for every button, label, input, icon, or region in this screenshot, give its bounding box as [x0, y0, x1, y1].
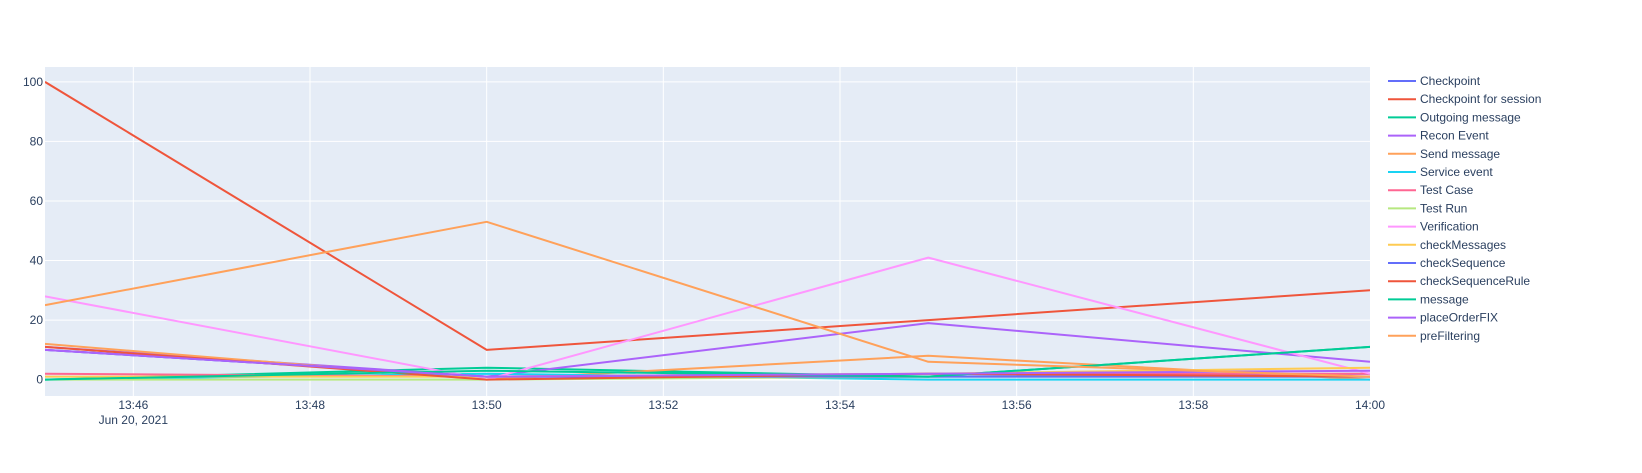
series-line-send-message [45, 342, 1370, 381]
legend-label: Service event [1420, 165, 1493, 179]
y-tick-label: 0 [36, 373, 43, 387]
legend-label: preFiltering [1420, 329, 1480, 343]
y-tick-label: 60 [30, 194, 44, 208]
y-tick-label: 20 [30, 313, 44, 327]
legend-label: Checkpoint for session [1420, 92, 1541, 106]
x-tick-label: 14:00 [1355, 398, 1385, 412]
plot-background [45, 67, 1370, 396]
legend-label: Verification [1420, 220, 1479, 234]
legend-item-check-messages[interactable]: checkMessages [1388, 238, 1506, 252]
x-tick-label: 13:50 [472, 398, 502, 412]
series-line-verification [45, 256, 1370, 381]
legend[interactable]: Checkpoint Checkpoint for session Outgoing… [1388, 74, 1541, 343]
legend-item-checkpoint-for-session[interactable]: Checkpoint for session [1388, 92, 1541, 106]
x-tick-label: 13:56 [1002, 398, 1032, 412]
series-line-place-order-fix [45, 348, 1370, 378]
legend-item-test-case[interactable]: Test Case [1388, 183, 1474, 197]
x-tick-label: 13:54 [825, 398, 855, 412]
x-tick-label: 13:52 [648, 398, 678, 412]
series-lines [45, 81, 1370, 381]
y-tick-label: 100 [23, 75, 43, 89]
legend-item-outgoing-message[interactable]: Outgoing message [1388, 110, 1521, 124]
legend-item-verification[interactable]: Verification [1388, 220, 1479, 234]
legend-item-checkpoint[interactable]: Checkpoint [1388, 74, 1481, 88]
legend-item-check-sequence-rule[interactable]: checkSequenceRule [1388, 274, 1530, 288]
legend-label: Test Run [1420, 201, 1467, 215]
legend-item-recon-event[interactable]: Recon Event [1388, 129, 1489, 143]
legend-item-message[interactable]: message [1388, 292, 1469, 306]
y-tick-label: 40 [30, 254, 44, 268]
legend-item-test-run[interactable]: Test Run [1388, 201, 1467, 215]
legend-label: checkSequence [1420, 256, 1506, 270]
y-axis: 0 20 40 60 80 100 [23, 75, 43, 387]
series-line-checkpoint-for-session [45, 81, 1370, 351]
x-tick-label: 13:46 [118, 398, 148, 412]
legend-label: Test Case [1420, 183, 1474, 197]
legend-label: Recon Event [1420, 129, 1489, 143]
y-tick-label: 80 [30, 134, 44, 148]
legend-label: checkMessages [1420, 238, 1506, 252]
legend-label: placeOrderFIX [1420, 311, 1498, 325]
legend-label: checkSequenceRule [1420, 274, 1530, 288]
legend-item-service-event[interactable]: Service event [1388, 165, 1493, 179]
legend-label: Checkpoint [1420, 74, 1481, 88]
legend-label: Send message [1420, 147, 1500, 161]
x-tick-label: 13:48 [295, 398, 325, 412]
legend-item-place-order-fix[interactable]: placeOrderFIX [1388, 311, 1498, 325]
legend-item-check-sequence[interactable]: checkSequence [1388, 256, 1506, 270]
legend-label: message [1420, 292, 1469, 306]
x-tick-sublabel: Jun 20, 2021 [99, 413, 169, 427]
series-line-pre-filtering [45, 220, 1370, 378]
series-line-message [45, 345, 1370, 381]
legend-item-pre-filtering[interactable]: preFiltering [1388, 329, 1480, 343]
legend-item-send-message[interactable]: Send message [1388, 147, 1500, 161]
x-tick-label: 13:58 [1178, 398, 1208, 412]
legend-label: Outgoing message [1420, 110, 1521, 124]
